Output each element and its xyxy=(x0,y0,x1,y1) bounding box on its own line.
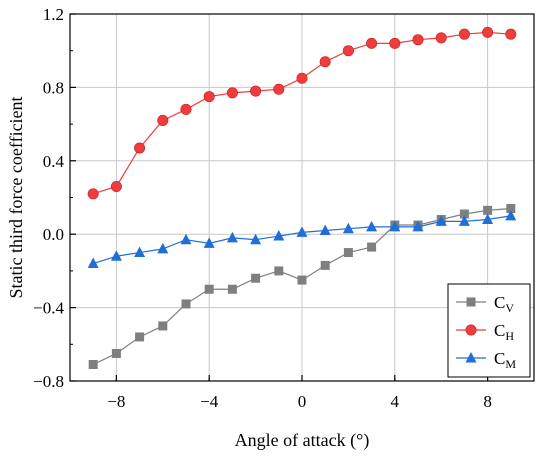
series-group xyxy=(87,26,517,369)
data-point-c-m xyxy=(134,246,146,258)
legend-label-c-v: CV xyxy=(494,293,514,315)
data-point-c-h xyxy=(412,34,424,46)
x-tick-label: 0 xyxy=(298,392,307,411)
data-point-c-m xyxy=(180,233,192,245)
data-point-c-m xyxy=(226,231,238,243)
data-point-c-m xyxy=(110,250,122,261)
data-point-c-h xyxy=(366,37,378,49)
x-tick-label: 4 xyxy=(391,392,400,411)
data-point-c-v xyxy=(181,299,191,309)
legend-item-c-h: CH xyxy=(456,321,514,343)
data-point-c-m xyxy=(389,220,401,232)
data-point-c-m xyxy=(482,213,494,225)
legend-marker-c-v xyxy=(466,297,476,307)
data-point-c-v xyxy=(297,275,307,285)
data-point-c-m xyxy=(203,237,215,248)
legend-marker-c-h xyxy=(465,324,477,336)
data-point-c-m xyxy=(319,224,331,236)
data-point-c-h xyxy=(296,72,308,84)
data-point-c-m xyxy=(458,215,470,226)
data-point-c-m xyxy=(366,220,378,232)
data-point-c-h xyxy=(458,28,470,40)
data-point-c-v xyxy=(483,205,493,215)
data-point-c-v xyxy=(367,242,377,252)
data-point-c-v xyxy=(158,321,168,331)
data-point-c-v xyxy=(227,284,237,294)
data-point-c-m xyxy=(412,220,424,232)
legend-item-c-m: CM xyxy=(456,349,516,371)
x-tick-label: −4 xyxy=(200,392,219,411)
legend-label-c-h: CH xyxy=(494,321,514,343)
data-point-c-h xyxy=(273,83,285,95)
data-point-c-h xyxy=(203,91,215,103)
y-tick-label: 1.2 xyxy=(43,5,64,24)
legend-marker-c-m xyxy=(465,352,477,363)
series-c-m xyxy=(87,209,517,269)
y-tick-label: 0.4 xyxy=(43,152,65,171)
data-point-c-v xyxy=(88,359,98,369)
data-point-c-h xyxy=(134,142,146,154)
data-point-c-v xyxy=(506,204,516,214)
data-point-c-h xyxy=(319,56,331,68)
y-tick-label: 0.8 xyxy=(43,78,64,97)
data-point-c-m xyxy=(296,226,308,237)
data-point-c-h xyxy=(157,114,169,126)
legend-label-c-m: CM xyxy=(494,349,516,371)
data-point-c-v xyxy=(111,348,121,358)
x-tick-label: −8 xyxy=(107,392,125,411)
data-point-c-v xyxy=(204,284,214,294)
data-point-c-m xyxy=(505,209,517,221)
data-point-c-h xyxy=(389,37,401,49)
y-tick-label: 0.0 xyxy=(43,225,64,244)
data-point-c-m xyxy=(250,233,262,245)
axis-ticks: −8 −4 0 4 8 −0.8 −0.4 0.0 0.4 0.8 1.2 xyxy=(33,5,492,411)
data-point-c-h xyxy=(180,103,192,115)
x-tick-label: 8 xyxy=(483,392,492,411)
data-point-c-m xyxy=(435,215,447,226)
legend: CV CH CM xyxy=(447,283,531,378)
data-point-c-v xyxy=(274,266,284,276)
data-point-c-m xyxy=(273,230,285,241)
y-tick-label: −0.4 xyxy=(33,299,64,318)
data-point-c-h xyxy=(435,32,447,44)
data-point-c-v xyxy=(459,209,469,219)
y-tick-label: −0.8 xyxy=(33,372,64,391)
legend-item-c-v: CV xyxy=(456,293,514,315)
data-point-c-h xyxy=(226,87,238,99)
x-axis-title: Angle of attack (°) xyxy=(235,430,370,451)
data-point-c-h xyxy=(482,26,494,38)
data-point-c-m xyxy=(157,242,169,254)
data-point-c-v xyxy=(320,260,330,270)
y-axis-title: Static third force coefficient xyxy=(6,96,26,298)
data-point-c-h xyxy=(110,180,122,192)
data-point-c-v xyxy=(343,248,353,258)
data-point-c-h xyxy=(342,45,354,57)
data-point-c-m xyxy=(87,257,99,269)
data-point-c-m xyxy=(342,222,354,234)
data-point-c-h xyxy=(250,85,262,97)
data-point-c-h xyxy=(87,188,99,200)
series-c-h xyxy=(87,26,517,200)
data-point-c-v xyxy=(135,332,145,342)
data-point-c-h xyxy=(505,28,517,40)
data-point-c-v xyxy=(251,273,261,283)
